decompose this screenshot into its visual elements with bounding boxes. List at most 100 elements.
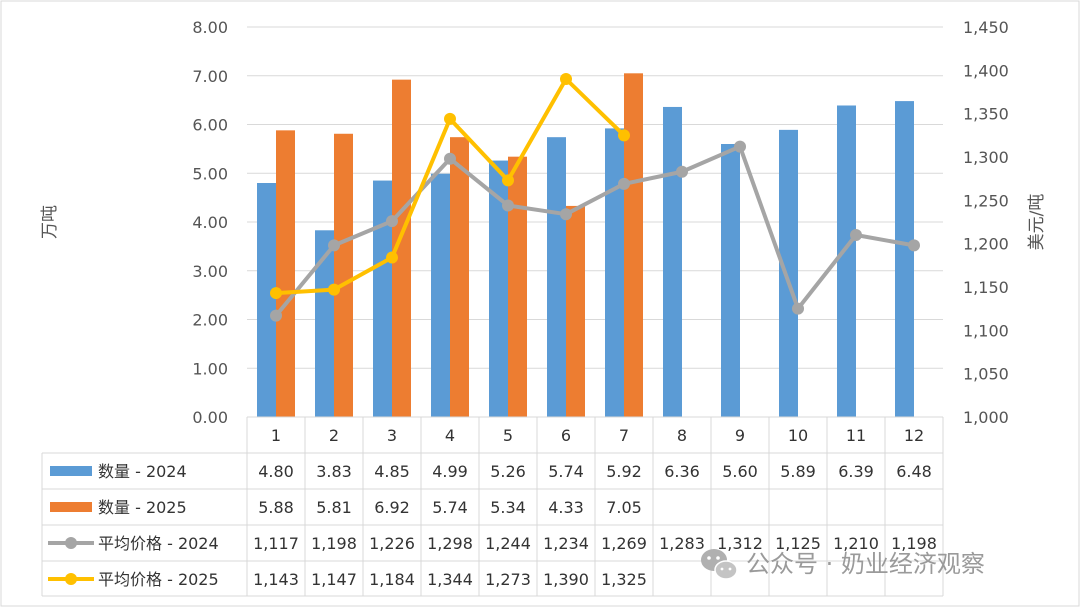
y-left-tick-label: 6.00 xyxy=(192,116,228,135)
legend-label: 平均价格 - 2024 xyxy=(98,534,219,553)
x-tick-label: 9 xyxy=(735,426,745,445)
y-right-tick-label: 1,400 xyxy=(963,61,1009,80)
watermark: 公众号 · 奶业经济观察 xyxy=(701,549,985,580)
y-right-tick-label: 1,300 xyxy=(963,148,1009,167)
data-point xyxy=(734,140,746,153)
data-point xyxy=(618,177,630,190)
data-label: 1,117 xyxy=(253,534,299,553)
bar xyxy=(508,156,527,418)
data-label: 1,325 xyxy=(601,570,647,589)
data-point xyxy=(444,152,456,165)
y-left-tick-label: 0.00 xyxy=(192,408,228,427)
data-label: 3.83 xyxy=(316,462,352,481)
data-label: 5.74 xyxy=(432,498,468,517)
data-point xyxy=(386,215,398,228)
bar xyxy=(373,180,392,417)
data-label: 1,234 xyxy=(543,534,589,553)
data-point xyxy=(850,229,862,241)
data-label: 5.26 xyxy=(490,462,526,481)
data-label: 1,312 xyxy=(717,534,763,553)
data-label: 5.89 xyxy=(780,462,816,481)
y-left-tick-label: 2.00 xyxy=(192,311,228,330)
data-label: 5.92 xyxy=(606,462,642,481)
legend-key xyxy=(50,502,92,512)
y-left-tick-label: 8.00 xyxy=(192,18,228,37)
data-label: 1,226 xyxy=(369,534,415,553)
y-right-tick-label: 1,450 xyxy=(963,18,1009,37)
data-label: 1,390 xyxy=(543,570,589,589)
data-label: 5.74 xyxy=(548,462,584,481)
data-label: 4.85 xyxy=(374,462,410,481)
y-left-tick-label: 7.00 xyxy=(192,67,228,86)
data-point xyxy=(270,287,282,300)
bar xyxy=(392,79,411,418)
bar xyxy=(605,128,624,417)
bar xyxy=(315,230,334,417)
data-point xyxy=(328,283,340,296)
legend-key xyxy=(50,466,92,476)
data-label: 1,147 xyxy=(311,570,357,589)
data-label: 6.36 xyxy=(664,462,700,481)
legend-label: 数量 - 2025 xyxy=(98,498,187,517)
y-right-tick-label: 1,100 xyxy=(963,321,1009,340)
y-right-tick-label: 1,350 xyxy=(963,105,1009,124)
y-right-tick-label: 1,150 xyxy=(963,278,1009,297)
data-label: 4.80 xyxy=(258,462,294,481)
y-left-tick-label: 5.00 xyxy=(192,164,228,183)
y-left-tick-label: 4.00 xyxy=(192,213,228,232)
data-label: 6.48 xyxy=(896,462,932,481)
x-tick-label: 7 xyxy=(619,426,629,445)
series-line xyxy=(274,144,915,317)
data-label: 5.34 xyxy=(490,498,526,517)
data-label: 1,244 xyxy=(485,534,531,553)
x-tick-label: 3 xyxy=(387,426,397,445)
data-label: 1,210 xyxy=(833,534,879,553)
y-axis-right-label: 美元/吨 xyxy=(1027,194,1047,251)
bar xyxy=(837,105,856,418)
data-label: 1,143 xyxy=(253,570,299,589)
bar xyxy=(489,160,508,417)
x-tick-label: 8 xyxy=(677,426,687,445)
data-label: 4.99 xyxy=(432,462,468,481)
data-point xyxy=(502,174,514,187)
wechat-icon xyxy=(701,549,738,580)
x-tick-label: 10 xyxy=(788,426,808,445)
legend-key-marker xyxy=(65,537,77,549)
y-left-tick-label: 3.00 xyxy=(192,262,228,281)
data-label: 1,184 xyxy=(369,570,415,589)
data-point xyxy=(618,129,630,142)
data-label: 1,344 xyxy=(427,570,473,589)
bar xyxy=(547,137,566,418)
data-label: 7.05 xyxy=(606,498,642,517)
bar xyxy=(663,106,682,417)
data-label: 5.60 xyxy=(722,462,758,481)
data-label: 5.88 xyxy=(258,498,294,517)
bar xyxy=(895,101,914,417)
data-point xyxy=(502,199,514,212)
data-point xyxy=(444,112,456,125)
data-label: 6.39 xyxy=(838,462,874,481)
data-point xyxy=(270,309,282,322)
y-right-tick-label: 1,200 xyxy=(963,235,1009,254)
data-label: 1,283 xyxy=(659,534,705,553)
data-label: 6.92 xyxy=(374,498,410,517)
lines xyxy=(270,73,920,322)
bar xyxy=(624,73,643,417)
bar xyxy=(276,130,295,417)
data-label: 1,198 xyxy=(311,534,357,553)
data-label: 1,273 xyxy=(485,570,531,589)
x-tick-label: 1 xyxy=(271,426,281,445)
data-point xyxy=(676,165,688,178)
data-point xyxy=(386,251,398,264)
data-label: 1,269 xyxy=(601,534,647,553)
data-label: 5.81 xyxy=(316,498,352,517)
x-tick-label: 5 xyxy=(503,426,513,445)
legend-label: 数量 - 2024 xyxy=(98,462,187,481)
x-tick-label: 6 xyxy=(561,426,571,445)
data-point xyxy=(560,208,572,221)
y-right-tick-label: 1,250 xyxy=(963,191,1009,210)
data-point xyxy=(792,302,804,315)
